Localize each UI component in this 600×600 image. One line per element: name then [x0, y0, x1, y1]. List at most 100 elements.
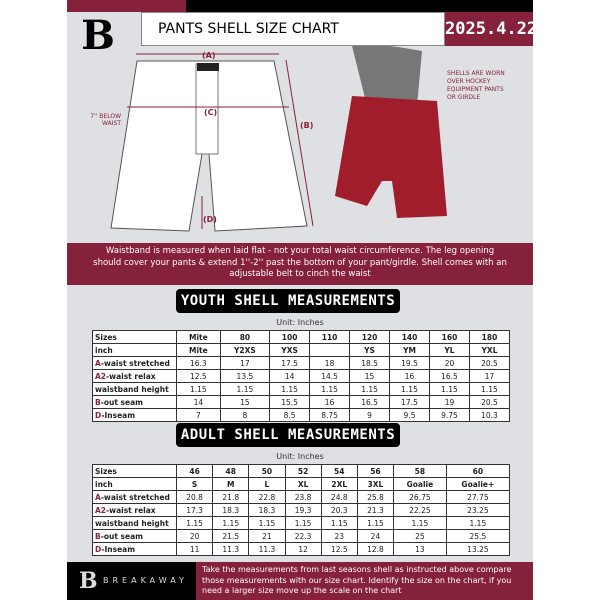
table-cell: YXL	[468, 343, 511, 357]
footer-instructions: Take the measurements from last seasons …	[196, 562, 533, 600]
table-row: D-Inseam 11 11.3 11.3 12 12.5 12.8 13 13.25	[92, 542, 511, 556]
table-cell: 11	[175, 542, 214, 556]
measure-label: Sizes	[95, 466, 117, 476]
table-cell: 23.25	[445, 503, 511, 517]
table-cell: 21	[248, 529, 286, 543]
measure-label: -waist relax	[106, 505, 156, 515]
footer-brand: B BREAKAWAY	[67, 562, 196, 600]
row-label: D-Inseam	[92, 408, 177, 422]
table-cell: 58	[393, 464, 447, 478]
table-cell: 1.15	[429, 382, 470, 396]
row-label: A2-waist relax	[92, 503, 177, 517]
table-cell: 20	[175, 529, 214, 543]
table-cell: 13	[393, 542, 447, 556]
measure-label: Sizes	[95, 332, 117, 342]
table-cell: 14	[176, 395, 221, 409]
table-cell: 9.5	[389, 408, 430, 422]
table-cell: 180	[468, 330, 511, 344]
table-cell: Mite	[176, 343, 221, 357]
measure-label: -Inseam	[101, 544, 136, 554]
youth-size-table: Sizes Mite 80 100 110 120 140 160 180 inch Mite Y2X…	[92, 330, 511, 422]
table-cell: 52	[284, 464, 322, 478]
table-cell: 19	[429, 395, 470, 409]
table-cell: 56	[356, 464, 395, 478]
table-cell: YS	[349, 343, 391, 357]
table-cell: 27.75	[445, 490, 511, 504]
table-cell: 15	[219, 395, 271, 409]
footer-logo: B	[79, 568, 98, 594]
table-cell: 25.5	[445, 529, 511, 543]
table-row: inch S M L XL 2XL 3XL Goalie Goalie+	[92, 477, 511, 491]
table-cell: 8.5	[269, 408, 311, 422]
measure-label: -Inseam	[101, 410, 136, 420]
table-row: A-waist stretched 20.8 21.8 22.8 23.8 24.8 25.…	[92, 490, 511, 504]
table-cell: 13.25	[445, 542, 511, 556]
table-cell: 1.15	[356, 516, 395, 530]
table-cell: 1.15	[284, 516, 322, 530]
table-cell: 80	[219, 330, 271, 344]
table-cell: 16.5	[429, 369, 470, 383]
table-row: Sizes 46 48 50 52 54 56 58 60	[92, 464, 511, 478]
top-bar-accent	[67, 0, 186, 12]
date-badge: 2025.4.22	[445, 12, 537, 46]
measure-label: -out seam	[100, 531, 143, 541]
table-cell: 12.5	[320, 542, 358, 556]
table-cell: 14.5	[309, 369, 351, 383]
label-c: (C)	[204, 108, 218, 117]
table-cell: 23	[320, 529, 358, 543]
brand-logo: B	[81, 12, 115, 59]
table-row: A2-waist relax 17.3 18.3 18.3 19.3 20.3 21.3 22…	[92, 503, 511, 517]
footer-brand-name: BREAKAWAY	[103, 576, 188, 585]
table-cell: 14	[269, 369, 311, 383]
table-cell: 21.8	[212, 490, 250, 504]
row-label: B-out seam	[92, 529, 177, 543]
table-cell: 20.5	[468, 395, 511, 409]
table-cell: 54	[320, 464, 358, 478]
label-a: (A)	[202, 51, 216, 60]
measure-code: A	[95, 492, 101, 502]
measure-label: -out seam	[100, 397, 143, 407]
table-cell: 1.15	[389, 382, 430, 396]
measure-code: A2	[95, 505, 107, 515]
table-cell: YL	[429, 343, 470, 357]
table-cell: 17.5	[389, 395, 430, 409]
table-cell: 3XL	[356, 477, 395, 491]
table-cell: 20	[429, 356, 470, 370]
row-label: B-out seam	[92, 395, 177, 409]
table-cell: 16	[309, 395, 351, 409]
table-cell: 11.3	[212, 542, 250, 556]
row-label: waistband height	[92, 516, 177, 530]
table-cell: 21.3	[356, 503, 395, 517]
table-cell: 22.25	[393, 503, 447, 517]
table-cell: 19.3	[284, 503, 322, 517]
adult-heading: ADULT SHELL MEASUREMENTS	[176, 423, 400, 447]
table-cell: 1.15	[320, 516, 358, 530]
table-cell: 24.8	[320, 490, 358, 504]
table-cell: 48	[212, 464, 250, 478]
table-cell: 17	[219, 356, 271, 370]
table-cell: 25	[393, 529, 447, 543]
measure-label: -waist stretched	[100, 358, 170, 368]
table-cell: 16.3	[176, 356, 221, 370]
measure-label: inch	[95, 479, 113, 489]
table-cell: 21.5	[212, 529, 250, 543]
table-cell: 9.75	[429, 408, 470, 422]
top-bar	[186, 0, 533, 12]
row-label: waistband height	[92, 382, 177, 396]
table-cell: 10.3	[468, 408, 511, 422]
table-cell: 12.5	[176, 369, 221, 383]
table-cell: 18	[309, 356, 351, 370]
measure-label: waistband height	[95, 384, 169, 394]
table-row: inch Mite Y2XS YXS YS YM YL YXL	[92, 343, 511, 357]
table-cell: 1.15	[269, 382, 311, 396]
table-cell: 20.8	[175, 490, 214, 504]
table-cell: 12.8	[356, 542, 395, 556]
row-label: D-Inseam	[92, 542, 177, 556]
table-cell: 8.75	[309, 408, 351, 422]
table-cell: YM	[389, 343, 430, 357]
table-cell: 1.15	[212, 516, 250, 530]
table-cell: 9	[349, 408, 391, 422]
table-cell: 1.15	[309, 382, 351, 396]
table-cell: 25.8	[356, 490, 395, 504]
table-cell: Goalie+	[445, 477, 511, 491]
